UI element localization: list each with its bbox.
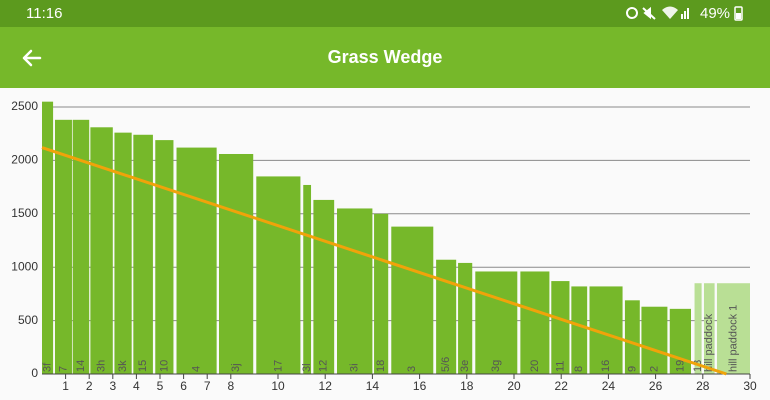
bar [42,101,54,374]
bar [391,226,434,374]
bar-label: hill paddock [703,313,715,372]
bar [54,119,72,374]
bar-label: 18 [375,360,387,372]
bar [694,283,702,374]
bar-label: 14 [75,360,87,372]
bar [72,119,90,374]
bar-label: hill paddock 1 [727,305,739,372]
bar-label: 5/6 [440,357,452,372]
target-line [41,146,727,376]
bar [641,306,668,374]
x-tick-label: 20 [507,379,521,393]
app-title: Grass Wedge [328,47,443,67]
bar-label: 3l [301,363,313,372]
bar-label: 3g [490,360,502,372]
x-tick-label: 10 [271,379,285,393]
back-button[interactable] [22,49,42,67]
y-tick-label: 2500 [11,99,38,113]
bar-label: 20 [529,360,541,372]
status-time: 11:16 [26,5,62,22]
status-icons [626,6,743,21]
bar [256,176,301,374]
x-tick-label: 26 [649,379,663,393]
bar-label: 7 [57,366,69,372]
bar-label: 9 [626,366,638,372]
bar [219,153,254,374]
bar [520,271,550,374]
battery-level: 49% [700,5,730,22]
y-tick-label: 500 [18,313,38,327]
y-tick-label: 2000 [11,153,38,167]
x-tick-label: 24 [602,379,616,393]
x-tick-label: 12 [319,379,333,393]
bar [703,283,715,374]
x-tick-label: 7 [204,379,211,393]
bar [551,281,570,374]
bar-label: 3e [459,360,471,372]
bar [114,132,132,374]
bar-label: 8 [573,366,585,372]
bar-label: 3j [230,363,242,372]
bar-label: 19 [674,360,686,372]
x-tick-label: 2 [86,379,93,393]
bar [90,127,113,375]
bar-label: 3 [406,366,418,372]
bar [133,134,153,374]
bar [313,199,335,374]
x-tick-label: 8 [227,379,234,393]
bar [571,286,588,374]
x-tick-label: 1 [62,379,69,393]
y-tick-label: 1000 [11,259,38,273]
bar [436,259,457,374]
bar-label: 12 [318,360,330,372]
bar-label: 4 [190,366,202,372]
x-tick-label: 4 [133,379,140,393]
bar-label: 3i [349,363,361,372]
bar [374,213,389,374]
bar-label: 3f [41,362,53,372]
x-tick-label: 5 [157,379,164,393]
x-tick-label: 18 [460,379,474,393]
y-tick-label: 0 [31,366,38,380]
bar-label: 17 [272,360,284,372]
bar-label: 3h [95,360,107,372]
bar-label: 15 [137,360,149,372]
bar-label: 2 [648,366,660,372]
x-tick-label: 6 [180,379,187,393]
x-tick-label: 16 [413,379,427,393]
x-tick-label: 22 [555,379,569,393]
status-bar [0,0,770,27]
bar [624,300,640,374]
bar [458,262,473,374]
bar-label: 10 [158,360,170,372]
bar [155,140,174,374]
bar-label: 3k [117,360,129,372]
x-tick-label: 28 [696,379,710,393]
bar [716,283,750,374]
app-bar [0,27,770,88]
x-tick-label: 30 [743,379,757,393]
bar [475,271,518,374]
bar [337,208,373,374]
bar-label: 11 [554,361,566,372]
bar-label: 16 [600,360,612,372]
x-tick-label: 14 [366,379,380,393]
bar [303,184,312,374]
x-tick-label: 3 [109,379,116,393]
y-tick-label: 1500 [11,206,38,220]
bar [176,147,217,374]
